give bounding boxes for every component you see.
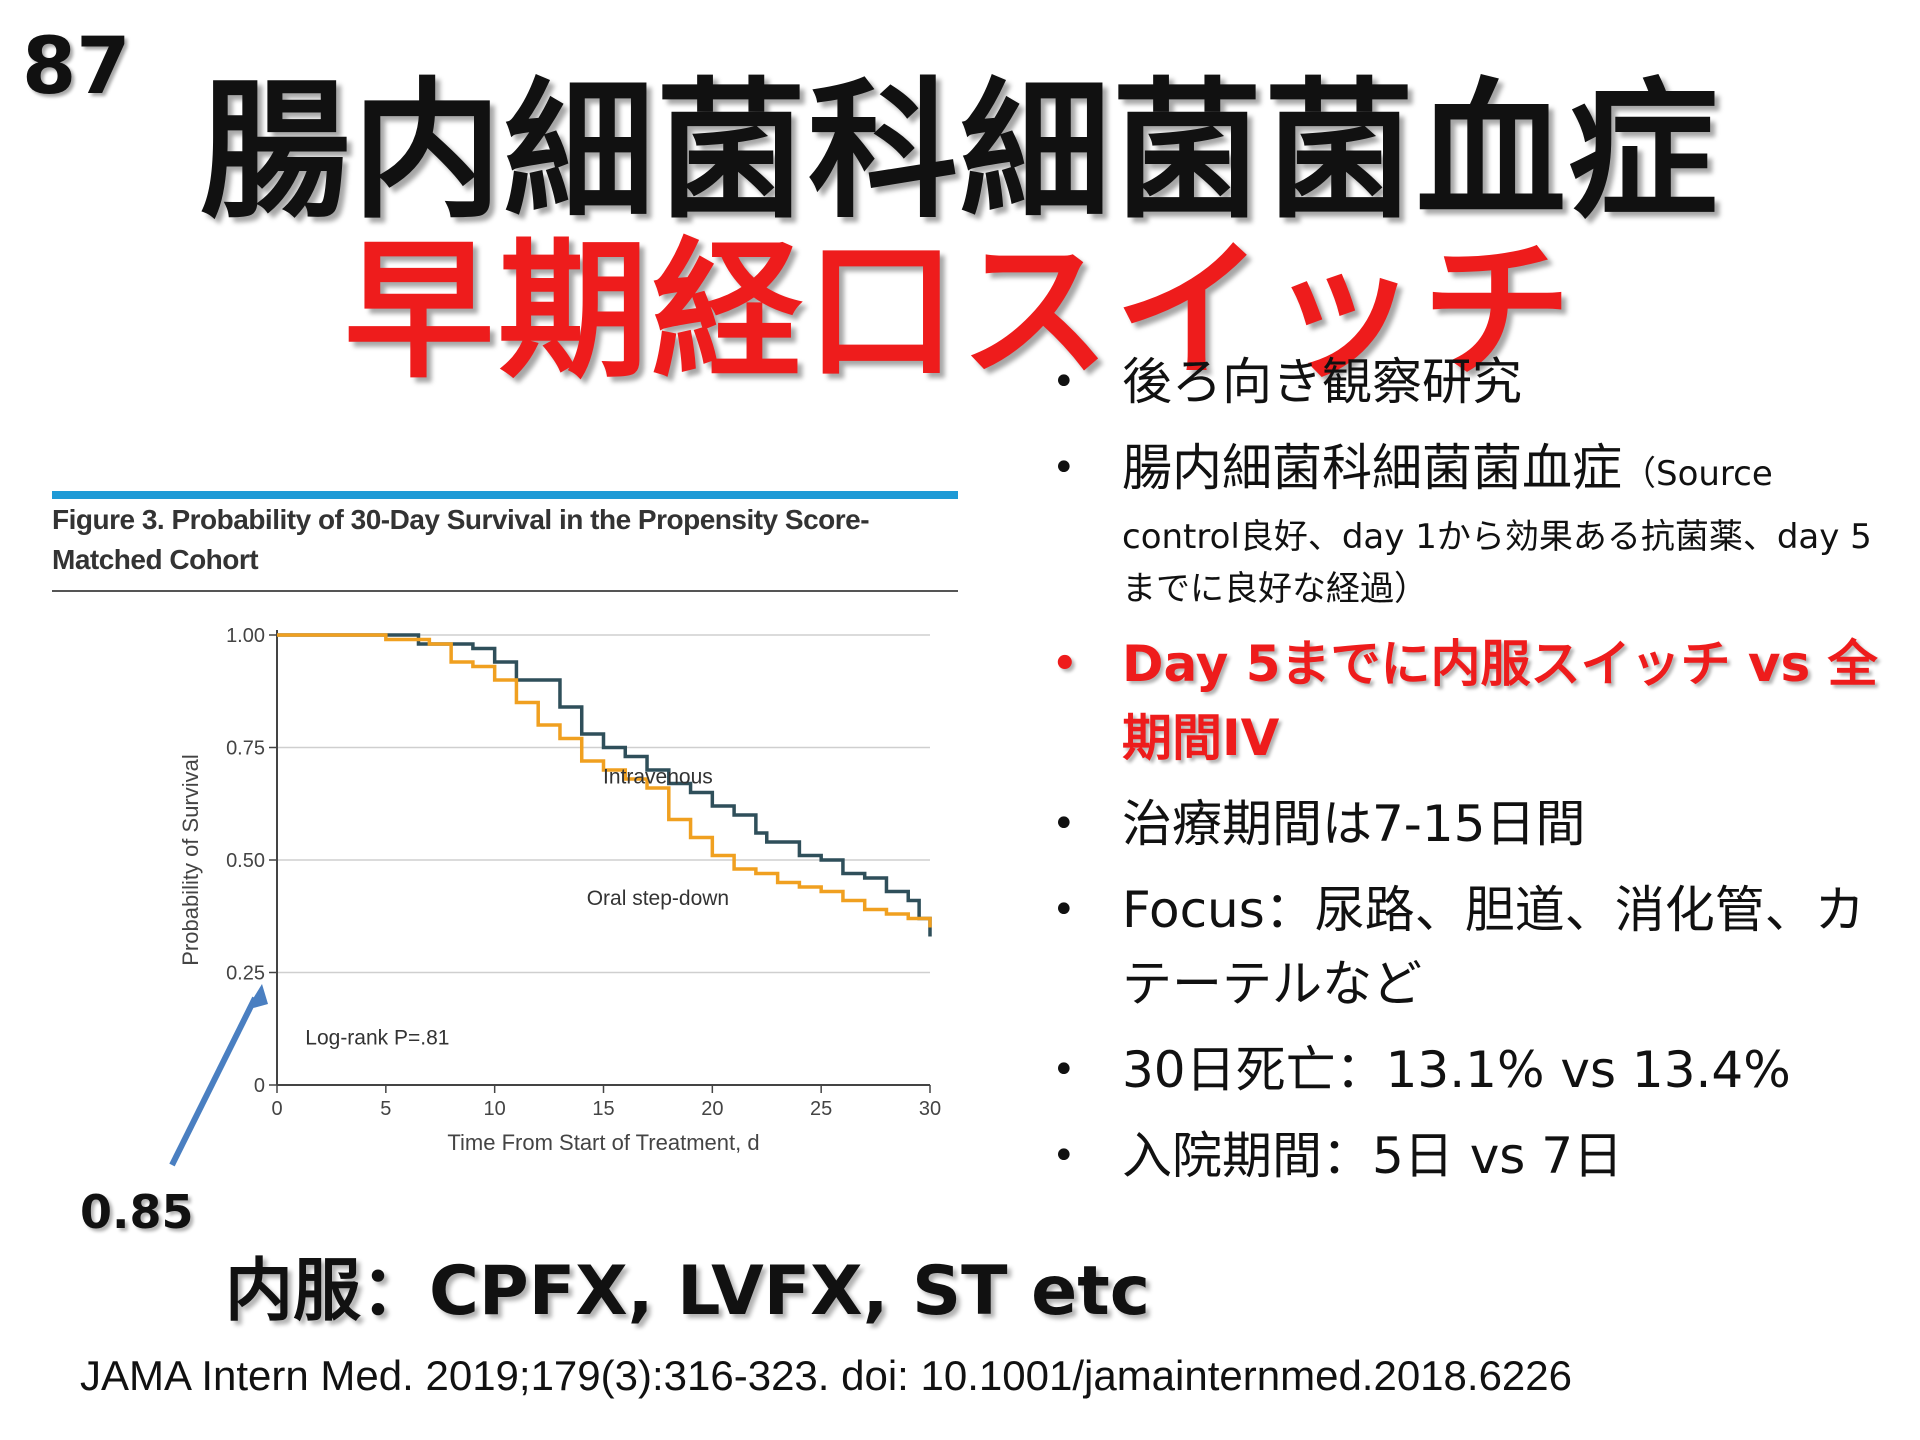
y-tick-label: 0 [254,1075,265,1097]
citation: JAMA Intern Med. 2019;179(3):316-323. do… [80,1352,1573,1399]
bullet-item-highlight: Day 5までに内服スイッチ vs 全期間IV [1040,627,1900,775]
title-line-1: 腸内細菌科細菌菌血症 [199,65,1720,239]
x-tick-label: 30 [919,1098,941,1120]
oral-drugs-text: 内服：CPFX, LVFX, ST etc [225,1252,1151,1331]
y-axis-label: Probability of Survival [178,754,203,966]
bullet-item: 後ろ向き観察研究 [1040,345,1900,419]
series-label: Intravenous [603,766,713,789]
arrow-line [169,996,258,1167]
bullet-item: Focus：尿路、胆道、消化管、カテーテルなど [1040,873,1900,1021]
bullet-item: 30日死亡：13.1% vs 13.4% [1040,1033,1900,1107]
bullet-note-inline: （Source [1622,454,1773,494]
bullet-note: control良好、day 1から効果ある抗菌薬、day 5までに良好な経過） [1122,517,1872,609]
x-tick-label: 25 [810,1098,832,1120]
series-line-intravenous [277,633,932,937]
figure-rule [52,590,958,592]
figure-caption: Figure 3. Probability of 30-Day Survival… [52,504,870,575]
x-tick-label: 10 [484,1098,506,1120]
series-label: Oral step-down [587,887,729,910]
y-tick-label: 0.75 [226,738,265,760]
x-tick-label: 20 [701,1098,723,1120]
survival-chart: 0 0.25 0.50 0.75 1.00 0 5 10 15 20 25 30 Time From S… [178,625,941,1155]
figure-top-bar [52,491,958,499]
x-tick-label: 15 [592,1098,614,1120]
bullet-item: 入院期間：5日 vs 7日 [1040,1119,1900,1193]
x-tick-label: 5 [380,1098,391,1120]
x-tick-label: 0 [271,1098,282,1120]
x-axis-label: Time From Start of Treatment, d [447,1130,759,1155]
bullet-item: 治療期間は7-15日間 [1040,787,1900,861]
y-tick-label: 0.25 [226,963,265,985]
annotation-value: 0.85 [80,1185,194,1239]
slide-number: 87 [22,22,131,112]
log-rank-annotation: Log-rank P=.81 [305,1027,449,1050]
y-tick-label: 0.50 [226,850,265,872]
arrow-head [246,984,268,1010]
y-tick-label: 1.00 [226,625,265,647]
series-line-oral-step-down [277,633,932,928]
bullet-list: 後ろ向き観察研究 腸内細菌科細菌菌血症（Sourcecontrol良好、day … [1040,345,1900,1205]
